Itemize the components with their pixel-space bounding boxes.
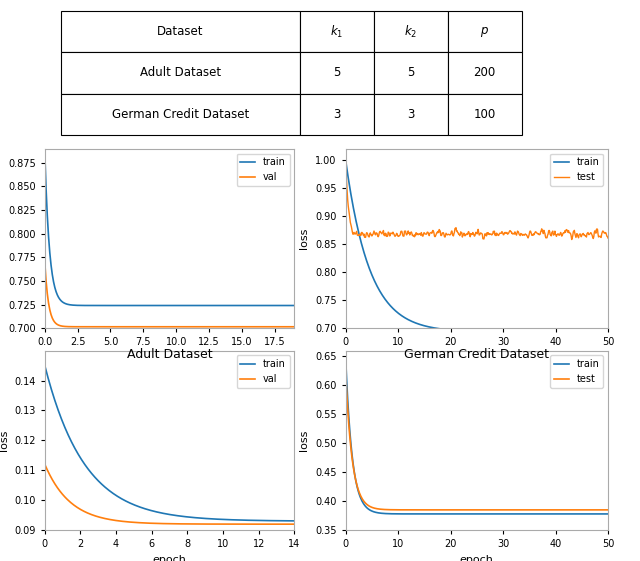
Line: train: train [346,160,608,332]
val [221,323,229,330]
test [467,507,474,513]
train [42,365,49,372]
train [122,302,130,309]
train [598,511,606,517]
X-axis label: epoch: epoch [153,555,186,561]
test [557,229,564,236]
val [42,463,49,470]
train [41,362,49,369]
train [468,511,476,517]
X-axis label: epoch: epoch [460,353,493,363]
Line: train: train [45,366,294,521]
Line: val: val [45,465,294,524]
val [291,323,298,330]
Y-axis label: loss: loss [0,430,9,451]
val [172,323,179,330]
val [189,521,197,527]
Line: train: train [346,356,608,514]
train [484,511,492,517]
Text: German Credit Dataset: German Credit Dataset [404,348,549,361]
train [252,517,259,524]
test [582,507,590,513]
train [189,514,196,521]
test [604,234,612,241]
Line: test: test [346,371,608,510]
test [342,157,349,163]
Line: train: train [45,153,294,306]
test [468,507,476,513]
train [209,302,216,309]
train [267,517,275,524]
val [71,323,79,330]
train [468,328,476,334]
train [198,302,205,309]
val [291,521,298,527]
train [41,149,49,156]
Line: val: val [45,263,294,327]
train [604,329,612,335]
train [484,328,492,335]
val [140,323,147,330]
test [557,507,564,513]
train [604,511,612,517]
Legend: train, val: train, val [237,154,289,186]
train [498,511,506,517]
Legend: train, test: train, test [550,356,603,388]
test [598,229,606,236]
train [223,302,230,309]
train [557,511,564,517]
val [223,323,230,330]
train [189,514,197,521]
test [484,231,492,237]
train [342,353,349,360]
Legend: train, val: train, val [237,356,289,388]
test [498,228,506,235]
test [484,507,492,513]
val [41,461,49,468]
train [467,328,474,334]
X-axis label: epoch: epoch [460,555,493,561]
test [598,507,606,513]
train [598,329,605,335]
val [189,521,196,527]
train [498,329,506,335]
Legend: train, test: train, test [550,154,603,186]
train [140,302,147,309]
X-axis label: epoch: epoch [153,353,186,363]
Text: Adult Dataset: Adult Dataset [127,348,212,361]
test [604,507,612,513]
Line: test: test [346,160,608,240]
Y-axis label: loss: loss [0,228,3,249]
Y-axis label: loss: loss [300,228,309,249]
train [291,517,298,524]
train [221,302,229,309]
train [584,511,591,517]
test [342,367,349,374]
Y-axis label: loss: loss [300,430,309,451]
test [568,236,575,243]
val [267,521,275,527]
val [198,323,206,330]
train [71,302,79,309]
test [468,231,476,237]
train [194,514,202,521]
train [557,329,564,335]
train [467,511,474,517]
train [291,302,298,309]
val [41,259,49,266]
test [498,507,506,513]
val [252,521,259,527]
test [467,233,474,240]
train [342,157,349,163]
val [194,521,202,527]
val [122,323,130,330]
